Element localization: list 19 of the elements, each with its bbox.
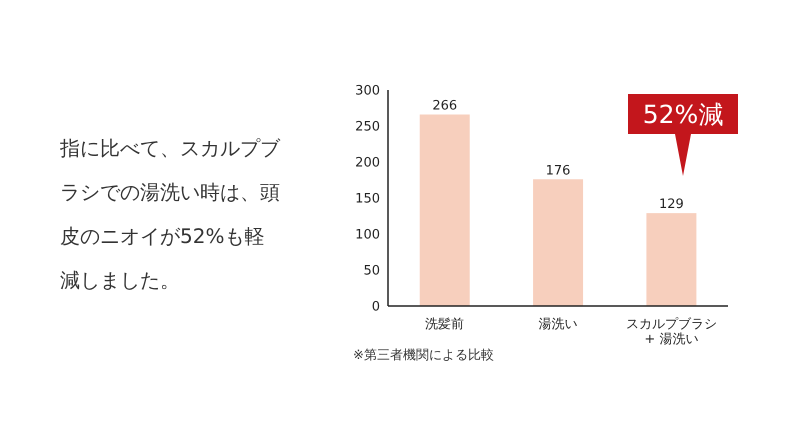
text: 指に比べて、スカルプブラシでの湯洗い時は、頭皮のニオイが52%も軽減しました。 [60, 135, 282, 294]
y-tick-label: 250 [355, 120, 380, 135]
y-tick-label: 200 [355, 156, 380, 171]
y-tick-label: 50 [363, 264, 380, 279]
text: ※第三者機関による比較 [353, 347, 494, 364]
data-label: 176 [546, 163, 570, 178]
y-tick-label: 150 [355, 192, 380, 207]
data-label: 266 [432, 98, 458, 114]
bar [533, 179, 584, 306]
x-tick-label: スカルプブラシ + 湯洗い [626, 317, 717, 347]
bar [646, 213, 696, 306]
bar [420, 114, 470, 306]
y-tick-label: 0 [372, 300, 380, 315]
x-tick-label: 洗髪前 [425, 317, 464, 332]
annotation: 52%減 [642, 100, 724, 129]
x-tick-label: 湯洗い [538, 317, 578, 332]
y-tick-label: 100 [355, 228, 380, 243]
data-label: 129 [658, 197, 684, 212]
y-tick-label: 300 [355, 84, 380, 99]
